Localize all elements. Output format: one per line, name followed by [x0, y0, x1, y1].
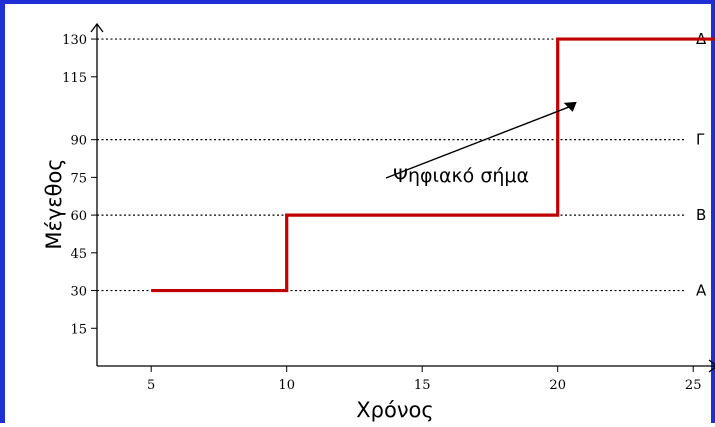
y-axis-title: Μέγεθος [42, 158, 66, 249]
x-tick-label: 10 [278, 378, 295, 393]
x-axis-arrowhead [708, 359, 715, 373]
axes [90, 22, 715, 373]
x-tick-label: 25 [685, 378, 702, 393]
y-tick-label: 60 [70, 209, 87, 224]
x-tick-label: 15 [414, 378, 431, 393]
y-axis-arrowhead [90, 22, 104, 33]
ticks: 51015202530354045153045607590115130 [62, 33, 702, 393]
y-tick-label: 130 [62, 33, 87, 48]
annotation-arrow-head [563, 101, 577, 112]
reference-level-label: B [696, 206, 706, 224]
x-tick-label: 20 [549, 378, 566, 393]
annotation-arrow-shaft [385, 105, 572, 179]
reference-level-label: Γ [696, 131, 705, 149]
y-tick-label: 45 [70, 247, 87, 262]
y-tick-label: 30 [70, 285, 87, 300]
y-tick-label: 115 [62, 71, 87, 86]
y-tick-label: 15 [70, 322, 87, 337]
signal-step-line [151, 37, 715, 293]
series [151, 37, 715, 293]
x-tick-label: 5 [147, 378, 155, 393]
annotation-label: Ψηφιακό σήμα [393, 165, 529, 187]
y-tick-label: 75 [70, 171, 87, 186]
reference-level-label: A [696, 282, 707, 300]
y-tick-label: 90 [70, 134, 87, 149]
x-axis-title: Χρόνος [356, 398, 433, 422]
annotations: Ψηφιακό σήμα [385, 101, 577, 187]
